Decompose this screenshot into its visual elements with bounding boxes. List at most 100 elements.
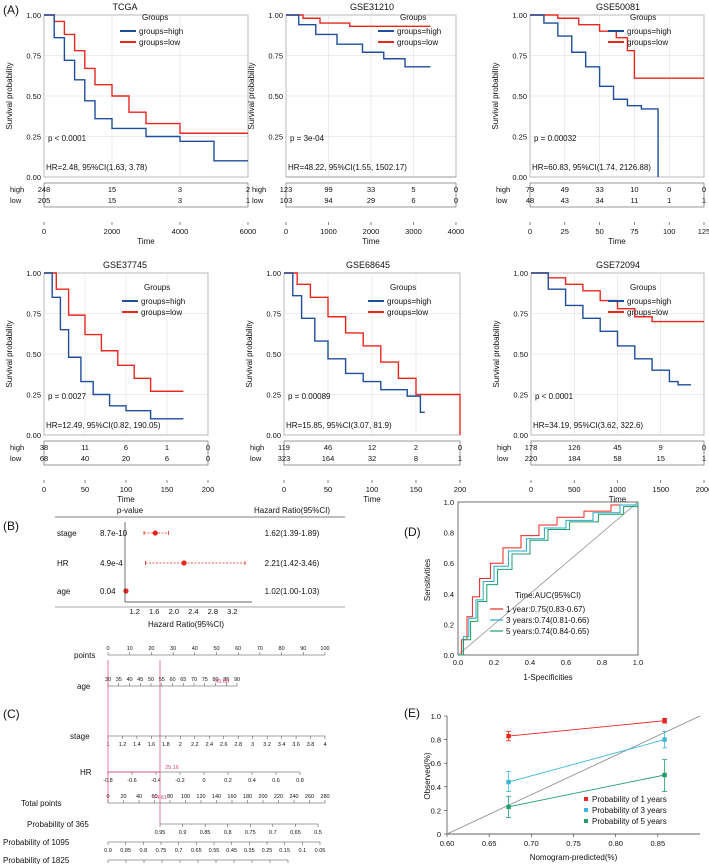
nomogram-tick-label: 0.15: [279, 848, 290, 854]
km-tcga-curve-high: [44, 14, 248, 162]
km-gse37745-xtick: 50: [81, 485, 89, 494]
km-gse68645-risk-high-count: 12: [368, 443, 376, 452]
forest-row-ci: 2.21(1.42-3.46): [265, 559, 320, 568]
forest-point: [152, 530, 158, 536]
nomogram-tick-label: 2.2: [191, 742, 199, 748]
nomogram-tick-label: 200: [258, 794, 267, 800]
cal-ytick: 1.0: [431, 712, 441, 721]
km-gse37745-risk-label-low: low: [10, 454, 22, 463]
nomogram-tick-label: 0.25: [262, 848, 273, 854]
km-gse37745-legend-low: groups=low: [141, 308, 182, 317]
nomogram-tick-label: 100: [181, 794, 190, 800]
km-gse37745-curve-high: [44, 272, 184, 420]
km-gse68645-ytick: 1.00: [266, 269, 281, 278]
km-gse50081-curve-low: [530, 14, 704, 79]
km-gse31210-risk-label-high: high: [252, 185, 266, 194]
nomogram-label: Probability of 1095: [3, 838, 70, 847]
nomogram-tick-label: 1.6: [148, 742, 156, 748]
panel-label-e: (E): [404, 706, 420, 720]
km-gse72094-ytick: 0.25: [513, 391, 528, 400]
nomogram-tick-label: 0.9: [104, 848, 112, 854]
km-gse50081-risk-low-count: 1: [667, 196, 671, 205]
km-gse31210-title: GSE31210: [350, 2, 394, 12]
nomogram-tick-label: 0.2: [224, 778, 232, 784]
nomogram-label: age: [77, 682, 91, 691]
nomogram-tick-label: 0.05: [315, 848, 326, 854]
cal-xtick: 0.65: [482, 839, 497, 848]
km-gse68645-risk-high-count: 119: [278, 443, 290, 452]
km-gse37745-risk-table: [43, 440, 209, 466]
km-gse37745-xtick: 100: [120, 485, 133, 494]
nomogram-tick-label: 120: [196, 794, 205, 800]
km-gse37745-ytick: 0.00: [26, 431, 41, 440]
nomogram-tick-label: 160: [227, 794, 236, 800]
km-gse50081-title: GSE50081: [596, 2, 640, 12]
roc-xtick: 0.8: [597, 658, 607, 667]
nomogram-tick-label: 45: [137, 677, 143, 683]
km-gse31210-legend-low: groups=low: [397, 38, 438, 47]
km-gse37745-pvalue: p = 0.0027: [48, 392, 87, 401]
km-gse50081-risk-high-count: 49: [561, 185, 569, 194]
km-gse72094-curve-low: [531, 272, 704, 323]
km-gse50081-risk-low-count: 34: [595, 196, 603, 205]
km-gse37745-risk-low-count: 40: [81, 454, 89, 463]
nomogram-tick-label: 40: [126, 677, 132, 683]
km-gse68645-legend-title: Groups: [390, 283, 416, 292]
km-gse68645-ytick: 0.00: [266, 431, 281, 440]
km-gse31210-ytick: 0.25: [268, 133, 283, 142]
cal-xlabel: Nomogram-predicted(%): [530, 853, 618, 862]
km-tcga-legend-high: groups=high: [139, 27, 183, 36]
km-gse50081-legend-high: groups=high: [627, 27, 671, 36]
km-gse50081-risk-low-count: 1: [702, 196, 706, 205]
km-gse68645-risk-low-count: 32: [368, 454, 376, 463]
cal-point: [506, 804, 511, 810]
km-gse68645-pvalue: p = 0.00089: [288, 392, 331, 401]
km-gse72094-risk-high-count: 0: [702, 443, 706, 452]
nomogram-tick-label: 3.4: [278, 742, 286, 748]
nomogram-tick-label: 3: [251, 742, 254, 748]
cal-ideal-line: [446, 715, 701, 835]
nomogram-label: Probability of 365: [27, 820, 89, 829]
km-gse72094-risk-high-count: 178: [525, 443, 538, 452]
forest-row-ci: 1.62(1.39-1.89): [265, 529, 320, 538]
km-gse68645-xtick: 100: [366, 485, 379, 494]
km-gse72094-ylabel: Survival probability: [492, 320, 501, 387]
nomogram-tick-label: 0.45: [226, 848, 237, 854]
km-gse68645-xtick: 0: [282, 485, 286, 494]
km-gse31210-risk-high-count: 0: [454, 185, 458, 194]
roc-ytick: 0.0: [444, 651, 454, 660]
nomogram-tick-label: 50: [213, 646, 219, 652]
nomogram-tick-label: 1.2: [119, 742, 127, 748]
km-gse50081-risk-low-count: 11: [631, 196, 639, 205]
nomogram-tick-label: 220: [274, 794, 283, 800]
forest-row-ci: 1.02(1.00-1.03): [265, 587, 320, 596]
km-gse31210-legend-high: groups=high: [397, 27, 441, 36]
nomogram-tick-label: 50: [148, 677, 154, 683]
km-gse50081-risk-label-low: low: [496, 196, 508, 205]
km-gse37745-ytick: 1.00: [26, 269, 41, 278]
km-gse72094-risk-table: [530, 440, 705, 466]
km-gse72094-xtick: 1500: [652, 485, 669, 494]
nomogram-tick-label: 0.8: [224, 830, 232, 836]
km-gse50081-ytick: 0.75: [512, 52, 527, 61]
nomogram-tick-label: 20: [148, 646, 154, 652]
nomogram-tick-label: 0: [202, 778, 205, 784]
km-gse50081-ytick: 1.00: [512, 11, 527, 20]
km-tcga-risk-high-count: 15: [108, 185, 116, 194]
km-gse37745-risk-low-count: 20: [122, 454, 130, 463]
nomogram-tick-label: 2.4: [205, 742, 213, 748]
km-gse37745-curve-low: [44, 272, 184, 392]
cal-xtick: 0.70: [524, 839, 539, 848]
nomogram-tick-label: 75: [202, 677, 208, 683]
km-gse37745-legend-high: groups=high: [141, 297, 185, 306]
cal-point: [506, 733, 511, 739]
km-gse68645-title: GSE68645: [346, 260, 390, 270]
km-gse72094-risk-high-count: 126: [568, 443, 581, 452]
forest-row-name: age: [57, 587, 71, 596]
km-gse72094-legend-low: groups=low: [627, 308, 668, 317]
km-gse31210-risk-low-count: 29: [367, 196, 375, 205]
km-gse37745-title: GSE37745: [103, 260, 147, 270]
roc-legend-title: Time:AUC(95%CI): [515, 591, 581, 600]
km-gse50081-xtick: 125: [698, 227, 709, 236]
